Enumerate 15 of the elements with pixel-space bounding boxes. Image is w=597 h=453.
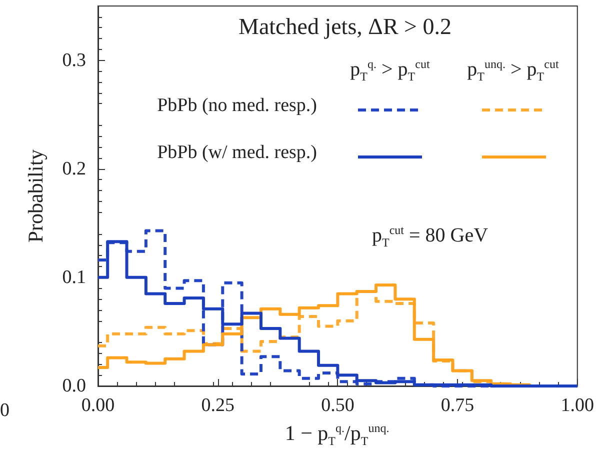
y-axis-title: Probability <box>24 149 48 243</box>
annotation: Matched jets, ΔR > 0.2 <box>238 14 452 39</box>
x-tick-label: 1.00 <box>560 395 594 416</box>
x-tick-label: 0.50 <box>321 395 354 416</box>
text: 0 <box>0 400 10 421</box>
annotation: PbPb (no med. resp.) <box>157 95 317 116</box>
x-tick-label: 0.00 <box>81 395 115 416</box>
x-tick-label: 0.25 <box>201 395 234 416</box>
y-tick-label: 0.3 <box>62 50 86 71</box>
y-tick-label: 0.2 <box>62 158 86 180</box>
y-tick-label: 0.1 <box>62 266 86 288</box>
x-tick-label: 0.75 <box>440 395 474 416</box>
annotation: p$_{T}$$^{cut}$ = 80 GeV <box>372 223 488 250</box>
annotation: PbPb (w/ med. resp.) <box>157 142 317 163</box>
y-tick-label: 0.0 <box>62 376 86 396</box>
